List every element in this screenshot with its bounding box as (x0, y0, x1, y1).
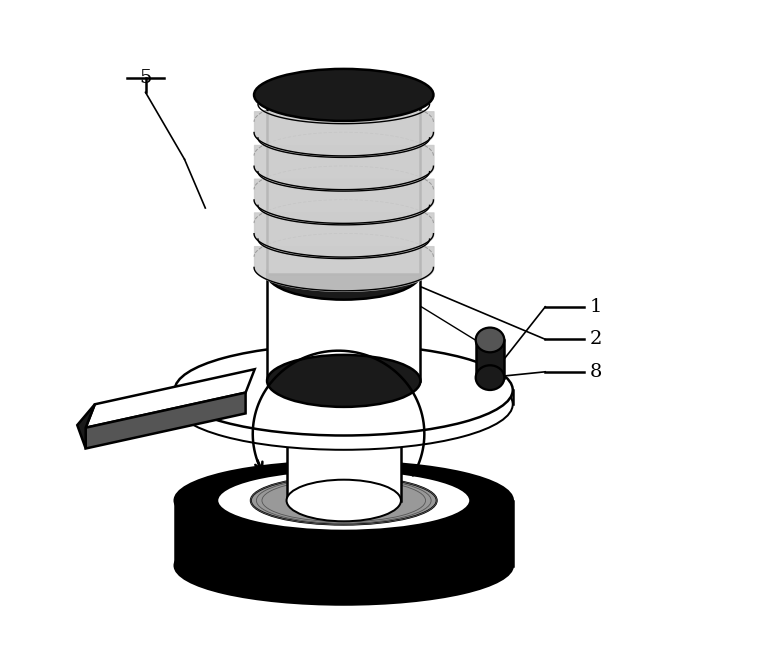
Ellipse shape (217, 470, 470, 531)
Ellipse shape (286, 372, 401, 414)
Ellipse shape (267, 355, 421, 407)
Polygon shape (267, 274, 421, 381)
Ellipse shape (286, 480, 401, 521)
Ellipse shape (267, 248, 421, 300)
Text: 2: 2 (590, 330, 602, 348)
Polygon shape (174, 390, 513, 404)
Ellipse shape (476, 365, 504, 390)
Ellipse shape (476, 328, 504, 352)
Polygon shape (77, 404, 95, 448)
Ellipse shape (251, 476, 437, 525)
Polygon shape (476, 340, 504, 378)
Polygon shape (267, 95, 421, 274)
Text: 1: 1 (590, 298, 602, 316)
Polygon shape (86, 369, 255, 428)
Ellipse shape (174, 526, 513, 604)
Polygon shape (174, 500, 513, 566)
Ellipse shape (174, 359, 513, 450)
Ellipse shape (288, 486, 400, 515)
Text: 5: 5 (139, 69, 151, 87)
Ellipse shape (174, 462, 513, 540)
Text: 8: 8 (590, 363, 602, 381)
Ellipse shape (254, 69, 433, 121)
Polygon shape (286, 393, 401, 500)
Ellipse shape (174, 344, 513, 436)
Polygon shape (86, 393, 245, 448)
